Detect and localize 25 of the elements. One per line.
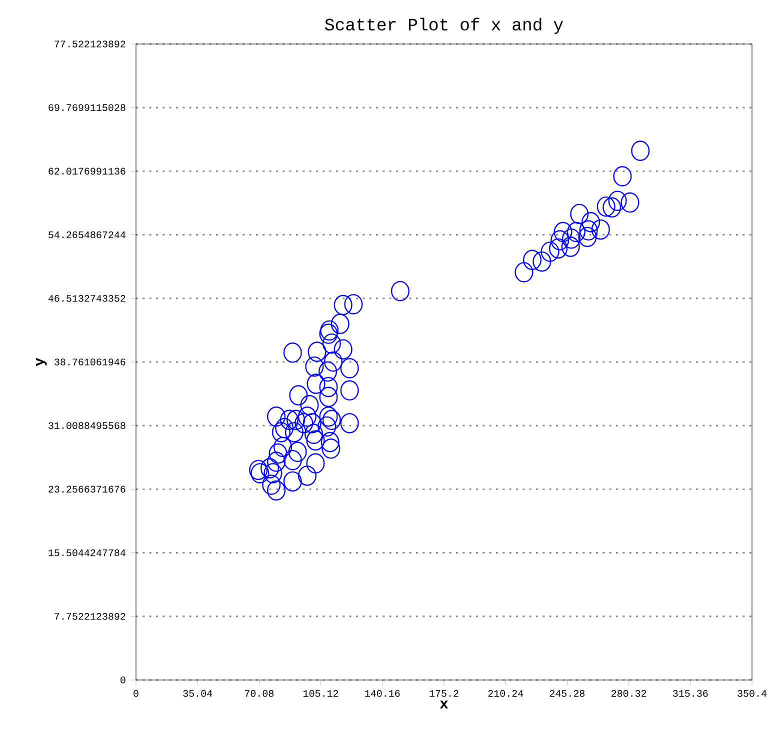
x-tick-label: 350.4 <box>738 690 766 697</box>
x-tick-label: 210.24 <box>488 690 524 697</box>
x-tick-label: 315.36 <box>673 690 708 697</box>
y-tick-label: 69.7699115028 <box>48 104 126 111</box>
x-tick-label: 35.04 <box>183 690 212 697</box>
y-tick-label: 54.2654867244 <box>48 231 126 238</box>
x-tick-label: 140.16 <box>365 690 400 697</box>
x-tick-label: 70.08 <box>244 690 274 697</box>
y-tick-label: 0 <box>120 676 126 684</box>
x-tick-label: 175.2 <box>430 690 458 697</box>
y-tick-label: 38.761061946 <box>54 358 126 366</box>
x-axis-title: x <box>440 700 448 708</box>
y-tick-label: 77.522123892 <box>54 40 126 48</box>
chart-title: Scatter Plot of x and y <box>325 18 564 34</box>
y-tick-label: 62.0176991136 <box>48 168 126 175</box>
y-tick-label: 31.0088495568 <box>48 422 126 429</box>
y-tick-label: 15.5044247784 <box>48 549 126 556</box>
x-tick-label: 0 <box>134 690 138 697</box>
x-tick-label: 105.12 <box>304 690 338 697</box>
x-tick-label: 280.32 <box>612 690 646 697</box>
x-tick-label: 245.28 <box>550 690 585 697</box>
y-tick-label: 7.7522123892 <box>54 612 126 620</box>
y-tick-label: 23.2566371676 <box>48 486 126 493</box>
y-tick-label: 46.5132743352 <box>48 294 126 302</box>
y-axis-title: y <box>36 358 47 366</box>
